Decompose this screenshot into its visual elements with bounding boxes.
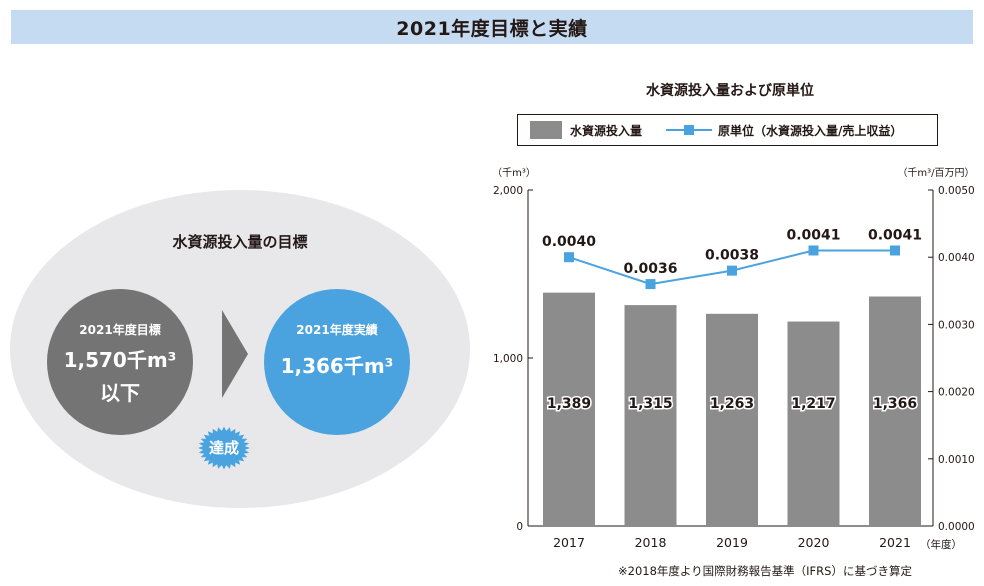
x-tick-label: 2019 — [716, 535, 748, 550]
x-tick-label: 2020 — [798, 535, 830, 550]
ratio-value-label: 0.0036 — [623, 261, 677, 277]
y-right-tick-label: 0.0020 — [938, 387, 975, 399]
bar-value-label: 1,315 — [628, 396, 672, 412]
ratio-value-label: 0.0038 — [705, 248, 759, 264]
y-right-unit: （千m³/百万円） — [897, 167, 974, 179]
bar-value-label: 1,366 — [873, 396, 917, 412]
ratio-point — [727, 266, 737, 276]
y-right-tick-label: 0.0010 — [938, 454, 975, 466]
x-tick-label: 2021 — [879, 535, 911, 550]
x-tick-label: 2018 — [635, 535, 667, 550]
x-unit: （年度） — [920, 538, 962, 551]
ratio-point — [809, 245, 819, 255]
y-right-tick-label: 0.0000 — [938, 521, 975, 533]
ratio-value-label: 0.0040 — [542, 234, 596, 250]
y-left-tick-label: 0 — [516, 521, 523, 533]
bar-value-label: 1,263 — [710, 396, 754, 412]
bar-2020 — [788, 322, 840, 526]
x-tick-label: 2017 — [553, 535, 585, 550]
y-left-unit: （千m³） — [492, 167, 536, 179]
bar-value-label: 1,217 — [791, 396, 835, 412]
footnote: ※2018年度より国際財務報告基準（IFRS）に基づき算定 — [618, 563, 912, 579]
bar-value-label: 1,389 — [547, 396, 591, 412]
ratio-point — [646, 279, 656, 289]
y-right-tick-label: 0.0050 — [938, 185, 975, 197]
ratio-point — [890, 245, 900, 255]
ratio-value-label: 0.0041 — [868, 227, 922, 243]
bar-2018 — [625, 305, 677, 526]
y-right-tick-label: 0.0040 — [938, 252, 975, 264]
y-left-tick-label: 1,000 — [493, 353, 523, 365]
y-right-tick-label: 0.0030 — [938, 319, 975, 331]
ratio-value-label: 0.0041 — [786, 227, 840, 243]
bar-2019 — [706, 314, 758, 526]
ratio-point — [564, 252, 574, 262]
y-left-tick-label: 2,000 — [493, 185, 523, 197]
